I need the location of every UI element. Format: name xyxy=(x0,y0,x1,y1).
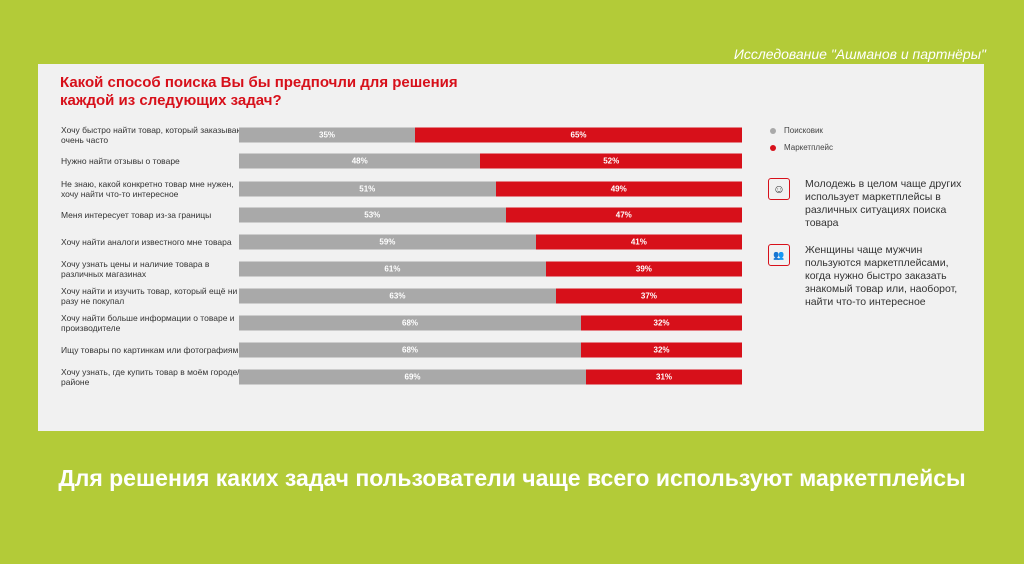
bar-marketplace: 49% xyxy=(495,181,742,197)
bar-row: Нужно найти отзывы о товаре 48% 52% xyxy=(38,148,748,174)
legend-label: Маркетплейс xyxy=(784,143,834,152)
bar-row: Меня интересует товар из-за границы 53% 47… xyxy=(38,202,748,228)
stacked-bar: 68% 32% xyxy=(239,315,742,331)
note-women: 👥 Женщины чаще мужчин пользуются маркетп… xyxy=(768,244,968,309)
category-label: Хочу быстро найти товар, который заказыв… xyxy=(61,125,243,145)
category-label: Не знаю, какой конкретно товар мне нужен… xyxy=(61,179,234,199)
bar-marketplace: 31% xyxy=(586,369,742,385)
stacked-bar: 59% 41% xyxy=(239,234,742,250)
category-label: Меня интересует товар из-за границы xyxy=(61,210,212,220)
bar-row: Хочу быстро найти товар, который заказыв… xyxy=(38,122,748,148)
bar-search: 53% xyxy=(239,207,506,223)
chart-title: Какой способ поиска Вы бы предпочли для … xyxy=(60,74,458,109)
bar-marketplace: 37% xyxy=(555,288,742,304)
bar-row: Хочу узнать цены и наличие товара в разл… xyxy=(38,256,748,282)
bar-search: 63% xyxy=(239,288,556,304)
bar-marketplace: 32% xyxy=(581,315,742,331)
bar-search: 68% xyxy=(239,315,582,331)
bar-search: 35% xyxy=(239,127,416,143)
legend: Поисковик Маркетплейс xyxy=(770,126,833,160)
legend-item-search: Поисковик xyxy=(770,126,833,135)
bar-row: Хочу найти больше информации о товаре и … xyxy=(38,310,748,336)
note-text: Женщины чаще мужчин пользуются маркетпле… xyxy=(805,244,958,308)
stacked-bar: 68% 32% xyxy=(239,342,742,358)
smiley-icon: ☺ xyxy=(768,178,790,200)
bar-row: Хочу найти аналоги известного мне товара… xyxy=(38,229,748,255)
chart-card: Какой способ поиска Вы бы предпочли для … xyxy=(38,64,984,431)
people-icon: 👥 xyxy=(768,244,790,266)
category-label: Хочу найти и изучить товар, который ещё … xyxy=(61,286,238,306)
category-label: Хочу найти больше информации о товаре и … xyxy=(61,313,235,333)
category-label: Хочу узнать цены и наличие товара в разл… xyxy=(61,259,210,279)
bar-row: Хочу узнать, где купить товар в моём гор… xyxy=(38,364,748,390)
bar-marketplace: 47% xyxy=(505,207,742,223)
stacked-bar: 35% 65% xyxy=(239,127,742,143)
stacked-bar: 69% 31% xyxy=(239,369,742,385)
bar-row: Не знаю, какой конкретно товар мне нужен… xyxy=(38,176,748,202)
bar-marketplace: 52% xyxy=(480,153,742,169)
stacked-bar: 53% 47% xyxy=(239,207,742,223)
bar-search: 48% xyxy=(239,153,481,169)
bar-marketplace: 41% xyxy=(535,234,742,250)
bar-search: 51% xyxy=(239,181,496,197)
category-label: Нужно найти отзывы о товаре xyxy=(61,156,180,166)
source-caption: Исследование "Ашманов и партнёры" xyxy=(733,46,986,62)
stacked-bar: 51% 49% xyxy=(239,181,742,197)
category-label: Ищу товары по картинкам или фотографиям xyxy=(61,345,239,355)
legend-dot-search xyxy=(770,127,776,134)
note-youth: ☺ Молодежь в целом чаще других используе… xyxy=(768,178,978,230)
bar-search: 61% xyxy=(239,261,546,277)
legend-item-marketplace: Маркетплейс xyxy=(770,143,833,152)
stacked-bar: 63% 37% xyxy=(239,288,742,304)
category-label: Хочу узнать, где купить товар в моём гор… xyxy=(61,367,240,387)
bar-marketplace: 39% xyxy=(545,261,742,277)
legend-label: Поисковик xyxy=(784,126,823,135)
note-text: Молодежь в целом чаще других использует … xyxy=(805,178,962,229)
bar-search: 69% xyxy=(239,369,587,385)
bar-row: Хочу найти и изучить товар, который ещё … xyxy=(38,283,748,309)
bar-search: 68% xyxy=(239,342,582,358)
legend-dot-marketplace xyxy=(770,144,776,151)
stacked-bar: 61% 39% xyxy=(239,261,742,277)
category-label: Хочу найти аналоги известного мне товара xyxy=(61,237,232,247)
bar-marketplace: 32% xyxy=(581,342,742,358)
bar-marketplace: 65% xyxy=(415,127,742,143)
headline: Для решения каких задач пользователи чащ… xyxy=(58,465,966,491)
bar-search: 59% xyxy=(239,234,536,250)
stacked-bar: 48% 52% xyxy=(239,153,742,169)
bar-row: Ищу товары по картинкам или фотографиям 6… xyxy=(38,337,748,363)
